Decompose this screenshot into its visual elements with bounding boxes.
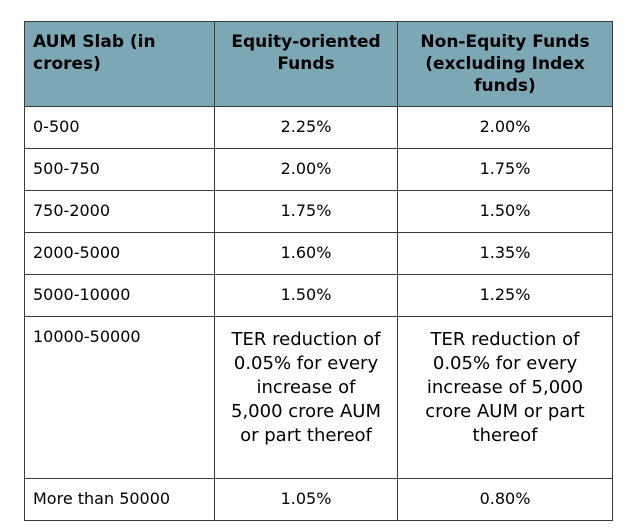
table-header: AUM Slab (in crores) Equity-oriented Fun… [24, 21, 613, 107]
cell-aum-slab: 5000-10000 [24, 274, 215, 317]
cell-aum-slab: 2000-5000 [24, 232, 215, 275]
cell-non-equity-ter: 2.00% [397, 106, 613, 149]
cell-aum-slab: 500-750 [24, 148, 215, 191]
cell-equity-ter: TER reduction of 0.05% for every increas… [214, 316, 398, 479]
table-row: 10000-50000 TER reduction of 0.05% for e… [24, 316, 613, 479]
cell-equity-ter: 1.75% [214, 190, 398, 233]
cell-non-equity-ter: 1.35% [397, 232, 613, 275]
header-row: AUM Slab (in crores) Equity-oriented Fun… [24, 21, 613, 107]
table-row: 500-750 2.00% 1.75% [24, 148, 613, 191]
cell-non-equity-ter: 0.80% [397, 478, 613, 521]
cell-equity-ter: 2.00% [214, 148, 398, 191]
cell-aum-slab: 750-2000 [24, 190, 215, 233]
header-aum-slab: AUM Slab (in crores) [24, 21, 215, 107]
cell-equity-ter: 1.60% [214, 232, 398, 275]
ter-table-container: AUM Slab (in crores) Equity-oriented Fun… [24, 21, 613, 521]
table-row: 5000-10000 1.50% 1.25% [24, 274, 613, 317]
table-body: 0-500 2.25% 2.00% 500-750 2.00% 1.75% 75… [24, 106, 613, 521]
cell-non-equity-ter: 1.75% [397, 148, 613, 191]
cell-aum-slab: 0-500 [24, 106, 215, 149]
ter-slab-table: AUM Slab (in crores) Equity-oriented Fun… [24, 21, 613, 521]
cell-equity-ter: 1.05% [214, 478, 398, 521]
cell-equity-ter: 1.50% [214, 274, 398, 317]
header-equity-funds: Equity-oriented Funds [214, 21, 398, 107]
cell-non-equity-ter: 1.25% [397, 274, 613, 317]
cell-non-equity-ter: TER reduction of 0.05% for every increas… [397, 316, 613, 479]
cell-equity-ter: 2.25% [214, 106, 398, 149]
table-row: 0-500 2.25% 2.00% [24, 106, 613, 149]
table-row: 750-2000 1.75% 1.50% [24, 190, 613, 233]
cell-aum-slab: 10000-50000 [24, 316, 215, 479]
cell-non-equity-ter: 1.50% [397, 190, 613, 233]
header-non-equity-funds: Non-Equity Funds (excluding Index funds) [397, 21, 613, 107]
table-row: 2000-5000 1.60% 1.35% [24, 232, 613, 275]
table-row: More than 50000 1.05% 0.80% [24, 478, 613, 521]
cell-aum-slab: More than 50000 [24, 478, 215, 521]
